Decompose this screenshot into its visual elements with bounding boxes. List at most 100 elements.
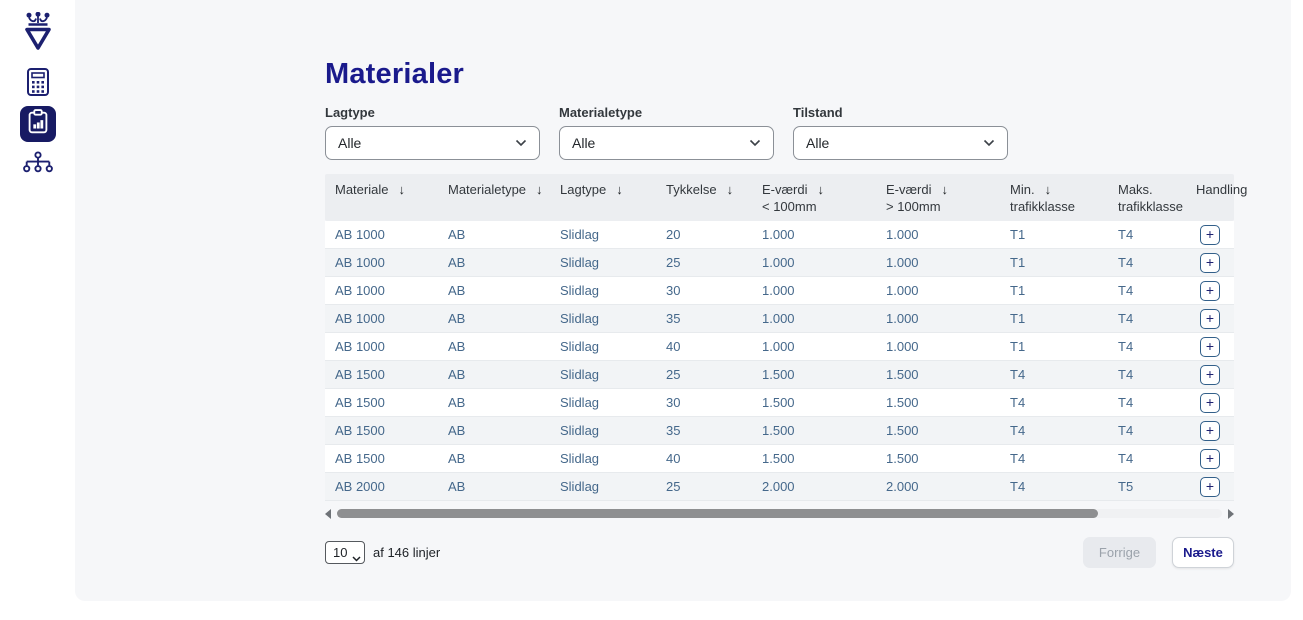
table-cell: Slidlag (560, 227, 600, 242)
filter-select-materialetype[interactable]: Alle (559, 126, 774, 160)
table-cell: 25 (666, 479, 681, 494)
column-header-min-trafikklasse[interactable]: Min. ↓ trafikklasse (1000, 174, 1108, 221)
pagination-bar: 10 af 146 linjer Forrige Næste (325, 537, 1234, 568)
table-cell: T4 (1010, 395, 1026, 410)
column-label-line2: > 100mm (886, 199, 941, 214)
table-cell: AB (448, 283, 466, 298)
table-cell: T4 (1118, 339, 1134, 354)
table-cell: 1.500 (886, 451, 919, 466)
table-cell: T4 (1118, 367, 1134, 382)
table-cell: T4 (1118, 283, 1134, 298)
add-row-button[interactable]: + (1200, 420, 1220, 441)
table-row: AB 1500 AB Slidlag 25 1.500 1.500 T4 T4 + (325, 361, 1234, 389)
table-cell: T1 (1010, 255, 1026, 270)
sort-desc-icon[interactable]: ↓ (1044, 182, 1052, 197)
scroll-right-arrow-icon[interactable] (1228, 509, 1234, 519)
table-cell: T5 (1118, 479, 1134, 494)
table-cell: 2.000 (762, 479, 795, 494)
table-row: AB 1000 AB Slidlag 40 1.000 1.000 T1 T4 + (325, 333, 1234, 361)
table-cell: AB (448, 367, 466, 382)
sort-desc-icon[interactable]: ↓ (536, 182, 543, 197)
table-cell: T4 (1118, 255, 1134, 270)
filter-label: Tilstand (793, 105, 843, 120)
chevron-down-icon (983, 139, 995, 147)
table-cell: AB (448, 451, 466, 466)
column-header-evaerdi-over-100[interactable]: E-værdi ↓ > 100mm (876, 174, 1000, 221)
main-content: Materialer Lagtype Alle Materialetype Al… (75, 0, 1291, 601)
filter-label: Materialetype (559, 105, 643, 120)
table-cell: AB (448, 311, 466, 326)
table-cell: T4 (1118, 311, 1134, 326)
table-header-row: Materiale ↓ Materialetype ↓ Lagtype ↓ Tykkelse… (325, 174, 1247, 221)
sort-desc-icon[interactable]: ↓ (398, 182, 405, 197)
filter-select-lagtype[interactable]: Alle (325, 126, 540, 160)
table-cell: 1.000 (762, 311, 795, 326)
add-row-button[interactable]: + (1200, 448, 1220, 469)
column-header-handling: Handling (1186, 174, 1247, 221)
table-row: AB 1000 AB Slidlag 35 1.000 1.000 T1 T4 + (325, 305, 1234, 333)
scrollbar-track[interactable] (337, 509, 1222, 518)
column-header-materialetype[interactable]: Materialetype ↓ (438, 174, 550, 221)
vejdirektoratet-crown-logo[interactable] (19, 11, 57, 58)
sidebar-item-hierarchy[interactable] (20, 148, 56, 184)
sidebar-item-materials-report[interactable] (20, 106, 56, 142)
filter-select-tilstand[interactable]: Alle (793, 126, 1008, 160)
add-row-button[interactable]: + (1200, 336, 1220, 357)
table-cell: 25 (666, 367, 681, 382)
materials-table: Materiale ↓ Materialetype ↓ Lagtype ↓ Tykkelse… (325, 174, 1247, 501)
table-cell: 1.500 (886, 367, 919, 382)
add-row-button[interactable]: + (1200, 476, 1220, 497)
sort-desc-icon[interactable]: ↓ (616, 182, 623, 197)
table-cell: AB 1000 (335, 283, 385, 298)
table-cell: AB 1000 (335, 255, 385, 270)
table-cell: AB (448, 227, 466, 242)
column-header-tykkelse[interactable]: Tykkelse ↓ (656, 174, 752, 221)
table-cell: 1.000 (886, 283, 919, 298)
column-header-evaerdi-under-100[interactable]: E-værdi ↓ < 100mm (752, 174, 876, 221)
table-cell: Slidlag (560, 423, 600, 438)
table-cell: 1.500 (886, 423, 919, 438)
next-page-button[interactable]: Næste (1172, 537, 1234, 568)
table-row: AB 1500 AB Slidlag 40 1.500 1.500 T4 T4 + (325, 445, 1234, 473)
sidebar-item-calculator[interactable] (20, 66, 56, 102)
table-cell: 1.500 (762, 367, 795, 382)
scroll-left-arrow-icon[interactable] (325, 509, 331, 519)
table-cell: AB (448, 423, 466, 438)
table-cell: 1.000 (886, 227, 919, 242)
column-label: E-værdi (886, 182, 932, 197)
add-row-button[interactable]: + (1200, 224, 1220, 245)
table-cell: T4 (1118, 451, 1134, 466)
column-header-lagtype[interactable]: Lagtype ↓ (550, 174, 656, 221)
add-row-button[interactable]: + (1200, 364, 1220, 385)
sort-desc-icon[interactable]: ↓ (726, 182, 734, 197)
add-row-button[interactable]: + (1200, 280, 1220, 301)
table-cell: 35 (666, 311, 681, 326)
column-label: E-værdi (762, 182, 808, 197)
calculator-icon (24, 67, 52, 102)
horizontal-scrollbar (325, 507, 1234, 519)
scrollbar-thumb[interactable] (337, 509, 1099, 518)
add-row-button[interactable]: + (1200, 252, 1220, 273)
table-cell: 1.000 (886, 255, 919, 270)
column-label-line2: < 100mm (762, 199, 817, 214)
table-cell: AB 1500 (335, 367, 385, 382)
table-cell: AB (448, 339, 466, 354)
add-row-button[interactable]: + (1200, 392, 1220, 413)
table-cell: AB 1000 (335, 339, 385, 354)
table-cell: 1.000 (886, 339, 919, 354)
sort-desc-icon[interactable]: ↓ (817, 182, 825, 197)
column-label: Materialetype (448, 182, 527, 197)
column-label: Lagtype (560, 182, 607, 197)
table-row: AB 1500 AB Slidlag 35 1.500 1.500 T4 T4 + (325, 417, 1234, 445)
table-cell: T4 (1118, 395, 1134, 410)
table-cell: 1.000 (762, 283, 795, 298)
table-cell: 1.000 (762, 339, 795, 354)
filter-selected-value: Alle (338, 135, 362, 151)
sort-desc-icon[interactable]: ↓ (941, 182, 949, 197)
add-row-button[interactable]: + (1200, 308, 1220, 329)
table-cell: 1.000 (886, 311, 919, 326)
page-size-select[interactable]: 10 (325, 541, 365, 564)
previous-page-button[interactable]: Forrige (1083, 537, 1156, 568)
column-header-materiale[interactable]: Materiale ↓ (325, 174, 438, 221)
clipboard-chart-icon (24, 108, 52, 141)
